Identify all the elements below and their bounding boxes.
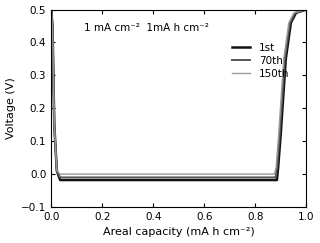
Y-axis label: Voltage (V): Voltage (V) [5, 78, 16, 139]
Legend: 1st, 70th, 150th: 1st, 70th, 150th [228, 38, 293, 83]
Text: 1 mA cm⁻²  1mA h cm⁻²: 1 mA cm⁻² 1mA h cm⁻² [84, 23, 209, 33]
X-axis label: Areal capacity (mA h cm⁻²): Areal capacity (mA h cm⁻²) [103, 227, 255, 237]
